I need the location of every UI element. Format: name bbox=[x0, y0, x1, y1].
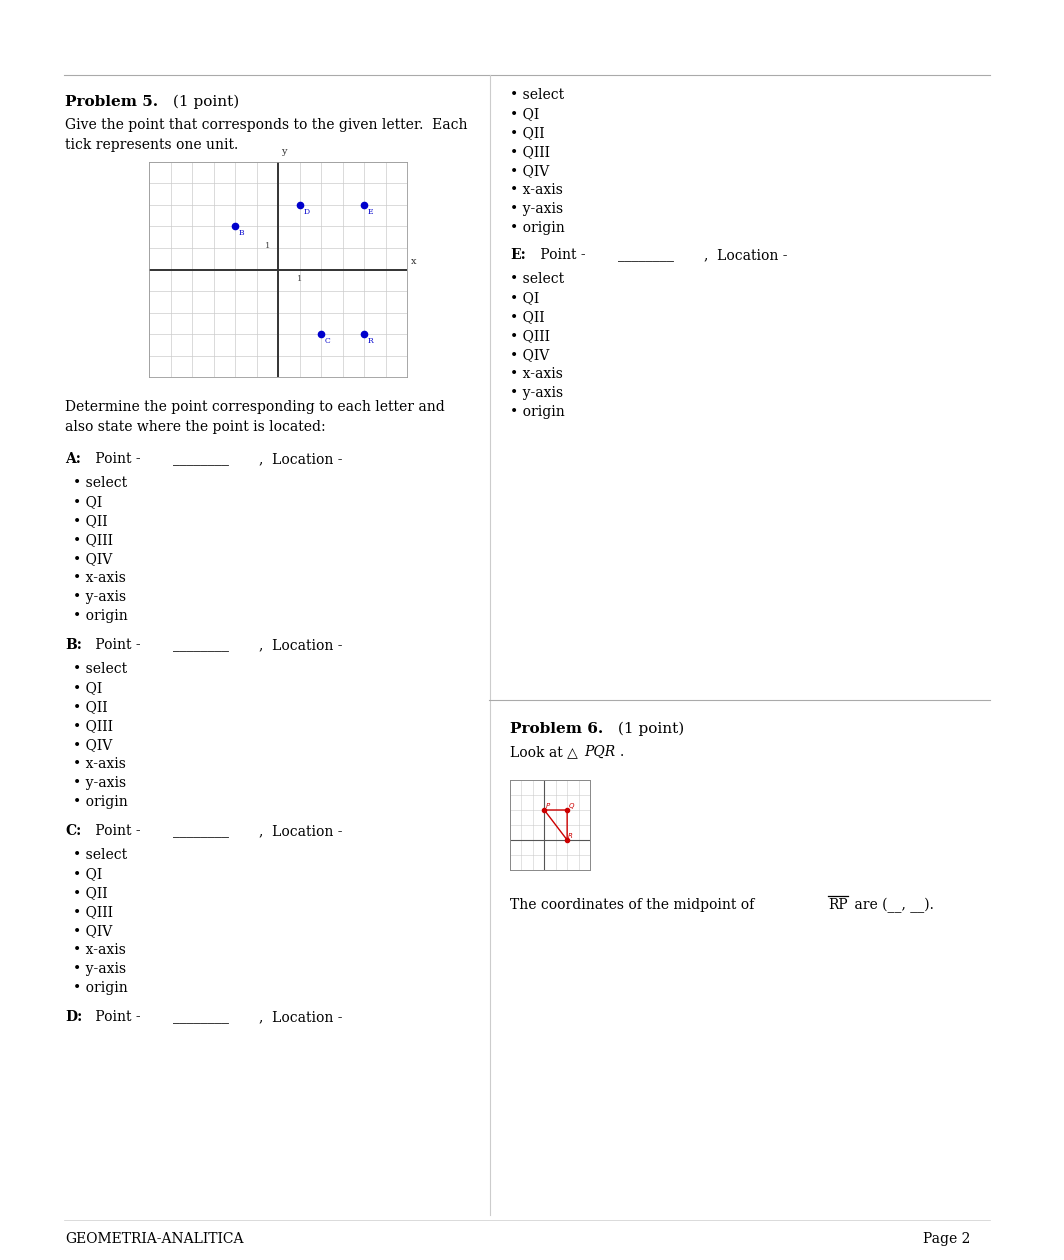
Text: • QIV: • QIV bbox=[510, 348, 549, 362]
Text: B: B bbox=[239, 229, 245, 237]
Text: ________: ________ bbox=[173, 638, 229, 651]
Text: ,  Location -: , Location - bbox=[259, 824, 343, 838]
Text: • x-axis: • x-axis bbox=[510, 367, 563, 381]
Text: • QI: • QI bbox=[73, 867, 102, 881]
Text: .: . bbox=[620, 745, 625, 759]
Text: • QII: • QII bbox=[510, 126, 545, 140]
Text: • origin: • origin bbox=[73, 982, 128, 995]
Text: • x-axis: • x-axis bbox=[510, 183, 563, 197]
Text: ________: ________ bbox=[173, 824, 229, 838]
Text: 1: 1 bbox=[297, 276, 302, 284]
Text: • QI: • QI bbox=[510, 291, 539, 305]
Text: • QII: • QII bbox=[73, 514, 107, 528]
Text: • select: • select bbox=[73, 848, 127, 862]
Text: ,  Location -: , Location - bbox=[259, 452, 343, 466]
Text: ________: ________ bbox=[173, 1011, 229, 1024]
Text: Point -: Point - bbox=[536, 248, 591, 262]
Text: C: C bbox=[325, 336, 331, 344]
Text: (1 point): (1 point) bbox=[168, 94, 239, 110]
Text: • x-axis: • x-axis bbox=[73, 571, 126, 585]
Text: • y-axis: • y-axis bbox=[73, 961, 127, 976]
Text: Q: Q bbox=[568, 803, 573, 809]
Text: • QIV: • QIV bbox=[73, 738, 112, 752]
Text: • y-axis: • y-axis bbox=[73, 590, 127, 604]
Text: R: R bbox=[368, 336, 373, 344]
Text: • QI: • QI bbox=[73, 495, 102, 509]
Text: y: y bbox=[281, 147, 286, 156]
Text: ,  Location -: , Location - bbox=[259, 638, 343, 651]
Text: • y-axis: • y-axis bbox=[510, 386, 563, 399]
Text: Page 2: Page 2 bbox=[922, 1232, 970, 1246]
Text: • y-axis: • y-axis bbox=[510, 202, 563, 215]
Text: • select: • select bbox=[73, 662, 127, 677]
Text: • QIII: • QIII bbox=[73, 719, 113, 733]
Text: C:: C: bbox=[65, 824, 81, 838]
Text: Point -: Point - bbox=[92, 452, 145, 466]
Text: 1: 1 bbox=[265, 242, 270, 249]
Text: also state where the point is located:: also state where the point is located: bbox=[65, 420, 326, 433]
Text: • QIII: • QIII bbox=[510, 329, 550, 343]
Text: • QIV: • QIV bbox=[510, 164, 549, 178]
Text: P: P bbox=[546, 803, 550, 809]
Text: Problem 6.: Problem 6. bbox=[510, 722, 603, 736]
Text: • QIII: • QIII bbox=[73, 533, 113, 547]
Text: D:: D: bbox=[65, 1011, 82, 1024]
Text: (1 point): (1 point) bbox=[613, 722, 684, 736]
Text: x: x bbox=[411, 257, 416, 266]
Text: • origin: • origin bbox=[73, 795, 128, 809]
Text: • QIV: • QIV bbox=[73, 552, 112, 566]
Text: • QI: • QI bbox=[510, 107, 539, 121]
Text: A:: A: bbox=[65, 452, 81, 466]
Text: • origin: • origin bbox=[510, 220, 565, 236]
Text: ,  Location -: , Location - bbox=[704, 248, 787, 262]
Text: RP: RP bbox=[828, 898, 848, 912]
Text: • x-axis: • x-axis bbox=[73, 757, 126, 771]
Text: E:: E: bbox=[510, 248, 526, 262]
Text: • QIV: • QIV bbox=[73, 924, 112, 937]
Text: • QI: • QI bbox=[73, 680, 102, 696]
Text: The coordinates of the midpoint of: The coordinates of the midpoint of bbox=[510, 898, 759, 912]
Text: are (__, __).: are (__, __). bbox=[850, 898, 934, 914]
Text: PQR: PQR bbox=[584, 745, 615, 759]
Text: B:: B: bbox=[65, 638, 82, 651]
Text: Point -: Point - bbox=[92, 824, 145, 838]
Text: D: D bbox=[303, 208, 310, 215]
Text: • QIII: • QIII bbox=[510, 145, 550, 159]
Text: tick represents one unit.: tick represents one unit. bbox=[65, 139, 238, 152]
Text: • QII: • QII bbox=[73, 701, 107, 714]
Text: Give the point that corresponds to the given letter.  Each: Give the point that corresponds to the g… bbox=[65, 118, 467, 132]
Text: • origin: • origin bbox=[73, 609, 128, 622]
Text: Problem 5.: Problem 5. bbox=[65, 94, 159, 110]
Text: Determine the point corresponding to each letter and: Determine the point corresponding to eac… bbox=[65, 399, 445, 415]
Text: • select: • select bbox=[510, 272, 564, 286]
Text: • origin: • origin bbox=[510, 404, 565, 420]
Text: • select: • select bbox=[510, 88, 564, 102]
Text: Look at △: Look at △ bbox=[510, 745, 578, 759]
Text: Point -: Point - bbox=[92, 1011, 145, 1024]
Text: • QII: • QII bbox=[73, 886, 107, 900]
Text: ________: ________ bbox=[173, 452, 229, 466]
Text: • select: • select bbox=[73, 476, 127, 490]
Text: Point -: Point - bbox=[92, 638, 145, 651]
Text: GEOMETRIA-ANALITICA: GEOMETRIA-ANALITICA bbox=[65, 1232, 244, 1246]
Text: ________: ________ bbox=[618, 248, 674, 262]
Text: • QIII: • QIII bbox=[73, 905, 113, 919]
Text: • x-axis: • x-axis bbox=[73, 942, 126, 958]
Text: ,  Location -: , Location - bbox=[259, 1011, 343, 1024]
Text: R: R bbox=[568, 833, 573, 839]
Text: • y-axis: • y-axis bbox=[73, 776, 127, 790]
Text: E: E bbox=[368, 208, 373, 215]
Text: • QII: • QII bbox=[510, 310, 545, 324]
